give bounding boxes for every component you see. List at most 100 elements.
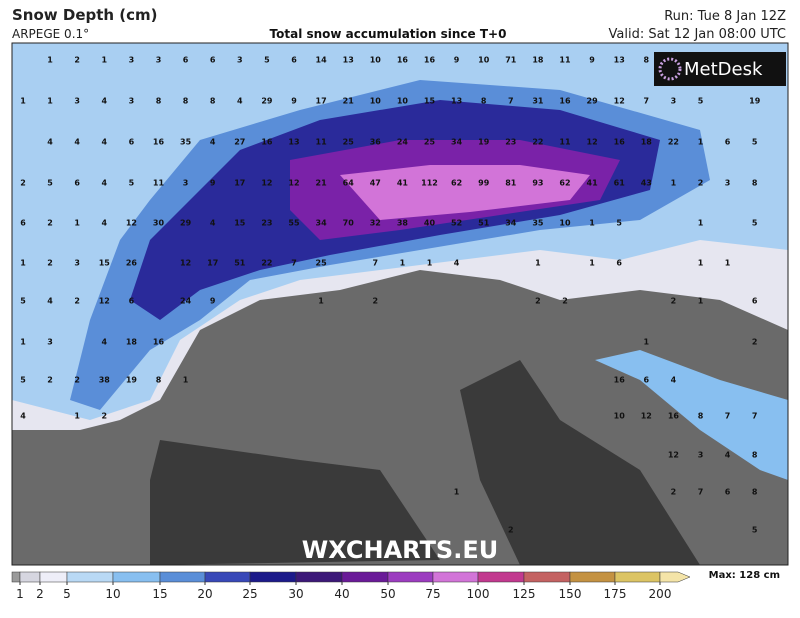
- snow-depth-label: 8: [156, 97, 162, 106]
- snow-depth-label: 12: [99, 297, 110, 306]
- snow-depth-label: 23: [261, 219, 272, 228]
- max-label: Max: 128 cm: [709, 570, 780, 581]
- colorbar-tick-label: 10: [105, 587, 120, 601]
- colorbar-segment: [387, 571, 434, 583]
- colorbar-tick-label: 75: [425, 587, 440, 601]
- snow-depth-label: 34: [451, 138, 463, 147]
- snow-depth-label: 1: [400, 259, 406, 268]
- colorbar-tick-label: 25: [242, 587, 257, 601]
- snow-depth-label: 8: [752, 179, 758, 188]
- snow-depth-label: 12: [587, 138, 598, 147]
- snow-depth-label: 6: [752, 297, 758, 306]
- snow-depth-label: 1: [102, 56, 108, 65]
- snow-depth-label: 2: [74, 56, 80, 65]
- colorbar-tick-label: 15: [152, 587, 167, 601]
- colorbar-segment: [249, 571, 297, 583]
- colorbar-tick-label: 100: [467, 587, 490, 601]
- snow-depth-label: 1: [47, 56, 53, 65]
- snow-depth-label: 21: [343, 97, 355, 106]
- snow-depth-label: 1: [698, 138, 704, 147]
- snow-depth-label: 24: [397, 138, 409, 147]
- model: ARPEGE 0.1°: [12, 27, 89, 41]
- snow-depth-label: 1: [644, 338, 650, 347]
- snow-depth-label: 81: [505, 179, 517, 188]
- snow-depth-label: 22: [532, 138, 543, 147]
- snow-depth-label: 9: [454, 56, 460, 65]
- snow-depth-label: 2: [102, 412, 108, 421]
- run: Run: Tue 8 Jan 12Z: [664, 9, 786, 24]
- snow-depth-label: 5: [752, 526, 758, 535]
- snow-depth-label: 7: [698, 488, 704, 497]
- snow-depth-label: 5: [752, 138, 758, 147]
- snow-depth-label: 4: [725, 451, 731, 460]
- colorbar-segment: [159, 571, 206, 583]
- snow-depth-label: 10: [397, 97, 409, 106]
- snow-depth-label: 2: [671, 297, 677, 306]
- snow-depth-label: 5: [616, 219, 622, 228]
- snow-depth-label: 2: [698, 179, 704, 188]
- snow-depth-label: 3: [671, 97, 677, 106]
- snow-depth-label: 3: [74, 97, 80, 106]
- colorbar-tick-label: 40: [334, 587, 349, 601]
- snow-depth-label: 31: [532, 97, 544, 106]
- snow-depth-label: 12: [126, 219, 137, 228]
- colorbar-segment: [204, 571, 251, 583]
- snow-depth-label: 2: [508, 526, 514, 535]
- snow-depth-label: 16: [153, 138, 165, 147]
- snow-depth-label: 1: [698, 219, 704, 228]
- snow-depth-label: 40: [424, 219, 436, 228]
- snow-depth-label: 8: [752, 488, 758, 497]
- snow-depth-label: 2: [752, 338, 758, 347]
- snow-depth-label: 7: [373, 259, 379, 268]
- snow-depth-label: 13: [343, 56, 354, 65]
- snow-depth-label: 6: [725, 488, 731, 497]
- snow-depth-label: 16: [397, 56, 409, 65]
- snow-depth-label: 6: [210, 56, 216, 65]
- snow-depth-label: 6: [74, 179, 80, 188]
- snow-depth-label: 64: [343, 179, 355, 188]
- snow-depth-label: 4: [74, 138, 80, 147]
- snow-depth-label: 17: [316, 97, 327, 106]
- snow-depth-label: 24: [180, 297, 192, 306]
- snow-depth-label: 4: [102, 338, 108, 347]
- snow-depth-label: 70: [343, 219, 355, 228]
- snow-depth-label: 16: [153, 338, 165, 347]
- snow-depth-label: 5: [20, 376, 26, 385]
- snow-depth-label: 16: [668, 412, 680, 421]
- snow-depth-label: 6: [725, 138, 731, 147]
- colorbar-tick-label: 175: [604, 587, 627, 601]
- snow-depth-label: 34: [505, 219, 517, 228]
- snow-depth-label: 4: [102, 219, 108, 228]
- snow-depth-label: 4: [102, 179, 108, 188]
- snow-depth-label: 14: [316, 56, 328, 65]
- snow-depth-label: 3: [129, 97, 135, 106]
- snow-depth-label: 16: [424, 56, 436, 65]
- snow-depth-label: 7: [644, 97, 650, 106]
- snow-depth-label: 19: [478, 138, 490, 147]
- snow-depth-label: 19: [126, 376, 138, 385]
- snow-depth-label: 43: [641, 179, 652, 188]
- snow-depth-label: 41: [397, 179, 409, 188]
- snow-depth-label: 1: [454, 488, 460, 497]
- snow-depth-label: 1: [589, 219, 595, 228]
- snow-depth-label: 1: [427, 259, 433, 268]
- snow-depth-label: 22: [668, 138, 679, 147]
- snow-depth-label: 10: [559, 219, 571, 228]
- colorbar-segment: [523, 571, 571, 583]
- snow-depth-label: 3: [698, 451, 704, 460]
- snow-depth-label: 16: [559, 97, 571, 106]
- snow-depth-label: 5: [20, 297, 26, 306]
- snow-depth-label: 12: [288, 179, 299, 188]
- subtitle: Total snow accumulation since T+0: [270, 27, 507, 41]
- snow-depth-label: 3: [129, 56, 135, 65]
- snow-depth-label: 18: [641, 138, 653, 147]
- snow-depth-label: 47: [370, 179, 381, 188]
- snow-depth-label: 52: [451, 219, 462, 228]
- snow-depth-label: 4: [237, 97, 243, 106]
- colorbar-segment: [614, 571, 661, 583]
- snow-depth-label: 8: [698, 412, 704, 421]
- snow-depth-label: 55: [288, 219, 300, 228]
- snow-depth-label: 2: [74, 297, 80, 306]
- title: Snow Depth (cm): [12, 6, 158, 24]
- snow-depth-label: 1: [318, 297, 324, 306]
